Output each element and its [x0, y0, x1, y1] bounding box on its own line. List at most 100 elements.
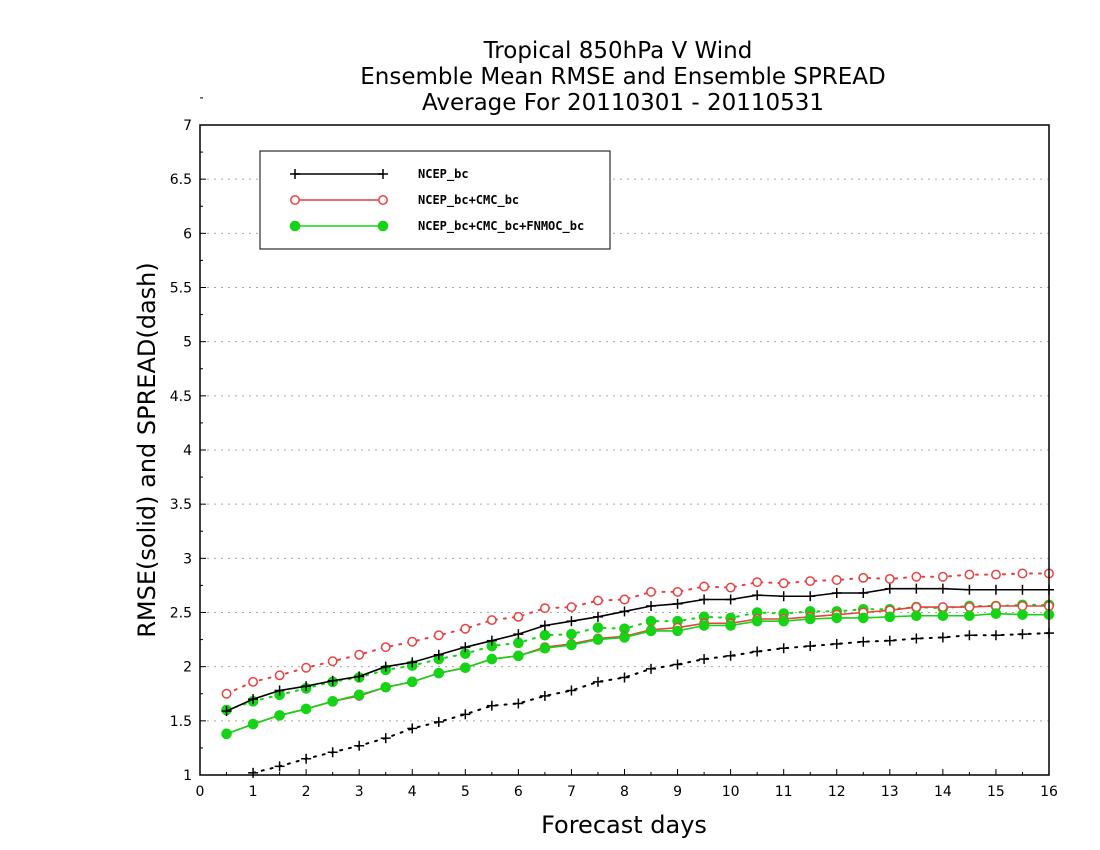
rmse-point-ncep-bc	[619, 606, 630, 617]
legend-marker	[378, 195, 388, 205]
rmse-point-ncep-bc-cmc-bc-fnmoc-bc	[539, 642, 551, 654]
rmse-point-ncep-bc-cmc-bc-fnmoc-bc	[247, 718, 259, 730]
x-tick-label: 15	[987, 784, 1005, 800]
rmse-point-ncep-bc-cmc-bc	[964, 602, 975, 613]
y-tick-label: 6.5	[170, 172, 192, 188]
rmse-point-ncep-bc-cmc-bc	[1017, 601, 1028, 611]
spread-point-ncep-bc	[539, 690, 550, 701]
rmse-point-ncep-bc	[752, 590, 763, 601]
spread-point-ncep-bc-cmc-bc	[619, 594, 630, 605]
y-tick-label: 4.5	[170, 389, 192, 405]
x-tick-label: 12	[828, 784, 846, 800]
spread-point-ncep-bc	[646, 663, 657, 674]
x-tick-label: 6	[514, 784, 523, 800]
spread-point-ncep-bc-cmc-bc	[486, 615, 497, 626]
rmse-point-ncep-bc-cmc-bc-fnmoc-bc	[725, 620, 736, 631]
x-tick-label: 7	[567, 784, 576, 800]
spread-point-ncep-bc	[433, 716, 444, 727]
spread-point-ncep-bc-cmc-bc	[301, 662, 312, 673]
x-tick-label: 2	[302, 784, 311, 800]
rmse-point-ncep-bc-cmc-bc	[937, 602, 948, 613]
spread-point-ncep-bc-cmc-bc	[460, 623, 471, 634]
spread-point-ncep-bc	[884, 635, 895, 646]
spread-point-ncep-bc	[566, 685, 577, 696]
rmse-point-ncep-bc	[911, 583, 922, 594]
x-tick-label: 13	[881, 784, 899, 800]
x-tick-label: 5	[461, 784, 470, 800]
spread-point-ncep-bc-cmc-bc	[539, 603, 550, 614]
spread-point-ncep-bc-cmc-bc	[805, 576, 816, 587]
rmse-point-ncep-bc-cmc-bc-fnmoc-bc	[672, 625, 683, 637]
spread-point-ncep-bc	[964, 630, 975, 641]
spread-point-ncep-bc	[752, 646, 763, 657]
spread-point-ncep-bc	[778, 643, 789, 654]
rmse-point-ncep-bc	[990, 584, 1001, 595]
rmse-point-ncep-bc	[354, 671, 365, 682]
rmse-point-ncep-bc-cmc-bc-fnmoc-bc	[566, 639, 577, 651]
rmse-point-ncep-bc-cmc-bc-fnmoc-bc	[911, 610, 922, 622]
rmse-point-ncep-bc	[327, 675, 338, 686]
y-tick-label: 1	[183, 768, 192, 784]
rmse-point-ncep-bc-cmc-bc-fnmoc-bc	[513, 650, 524, 662]
rmse-point-ncep-bc	[221, 706, 232, 717]
legend-items: NCEP_bc NCEP_bc+CMC_bc NCEP_bc+CMC_bc+FNMO…	[289, 167, 584, 234]
x-tick-label: 16	[1040, 784, 1058, 800]
rmse-point-ncep-bc	[513, 629, 524, 640]
rmse-point-ncep-bc-cmc-bc-fnmoc-bc	[698, 620, 710, 631]
spread-point-ncep-bc-cmc-bc	[248, 676, 259, 687]
spread-point-ncep-bc-cmc-bc	[672, 586, 683, 597]
rmse-point-ncep-bc-cmc-bc-fnmoc-bc	[1017, 609, 1028, 620]
spread-point-ncep-bc	[672, 659, 683, 670]
spread-point-ncep-bc	[407, 723, 418, 734]
spread-point-ncep-bc-cmc-bc	[354, 649, 365, 660]
spread-point-ncep-bc-cmc-bc	[593, 595, 603, 606]
y-tick-label: 6	[183, 226, 192, 242]
y-tick-label: 3	[183, 551, 192, 567]
spread-point-ncep-bc	[327, 747, 338, 758]
rmse-point-ncep-bc-cmc-bc-fnmoc-bc	[804, 613, 816, 625]
spread-point-ncep-bc	[1017, 629, 1028, 640]
legend-marker	[378, 169, 388, 179]
legend-entry-ncep-bc: NCEP_bc	[290, 167, 469, 182]
spread-point-ncep-bc-cmc-bc	[831, 575, 842, 585]
spread-point-ncep-bc	[725, 650, 736, 661]
rmse-point-ncep-bc	[672, 598, 683, 609]
rmse-point-ncep-bc	[460, 642, 471, 653]
rmse-point-ncep-bc	[433, 649, 444, 660]
spread-point-ncep-bc-cmc-bc	[407, 636, 418, 647]
rmse-point-ncep-bc-cmc-bc-fnmoc-bc	[751, 615, 763, 627]
spread-point-ncep-bc-cmc-bc	[884, 573, 895, 584]
rmse-point-ncep-bc	[964, 584, 975, 595]
rmse-point-ncep-bc	[884, 583, 895, 594]
rmse-point-ncep-bc	[937, 583, 948, 594]
x-tick-label: 3	[355, 784, 364, 800]
rmse-point-ncep-bc-cmc-bc-fnmoc-bc	[884, 611, 896, 623]
rmse-point-ncep-bc-cmc-bc-fnmoc-bc	[274, 710, 285, 721]
rmse-point-ncep-bc-cmc-bc-fnmoc-bc	[857, 612, 869, 624]
spread-line-ncep-bc	[252, 632, 1050, 774]
title-line-1: Tropical 850hPa V Wind	[483, 38, 753, 64]
spread-point-ncep-bc-cmc-bc	[990, 569, 1001, 580]
x-tick-label: 8	[620, 784, 629, 800]
spread-point-ncep-bc	[805, 641, 816, 652]
y-tick-label: 1.5	[170, 714, 192, 730]
chart-title: Tropical 850hPa V Wind Ensemble Mean RMS…	[360, 38, 885, 116]
spread-point-ncep-bc-cmc-bc	[778, 578, 789, 589]
legend-marker	[377, 220, 389, 232]
rmse-point-ncep-bc	[301, 681, 312, 692]
spread-point-ncep-bc-cmc-bc	[699, 581, 710, 592]
rmse-point-ncep-bc	[831, 588, 842, 598]
spread-point-ncep-bc	[460, 709, 471, 720]
spread-point-ncep-bc-cmc-bc	[1017, 568, 1028, 579]
rmse-point-ncep-bc-cmc-bc-fnmoc-bc	[619, 632, 630, 643]
legend-marker	[290, 169, 300, 179]
rmse-point-ncep-bc-cmc-bc-fnmoc-bc	[327, 696, 338, 707]
rmse-point-ncep-bc	[699, 594, 710, 605]
data-layer	[221, 568, 1055, 778]
x-tick-label: 11	[775, 784, 793, 800]
y-tick-label: 3.5	[170, 497, 192, 513]
spread-point-ncep-bc-cmc-bc	[911, 571, 922, 582]
x-tick-label: 14	[934, 784, 952, 800]
rmse-point-ncep-bc	[380, 661, 391, 672]
x-tick-label: 9	[673, 784, 682, 800]
